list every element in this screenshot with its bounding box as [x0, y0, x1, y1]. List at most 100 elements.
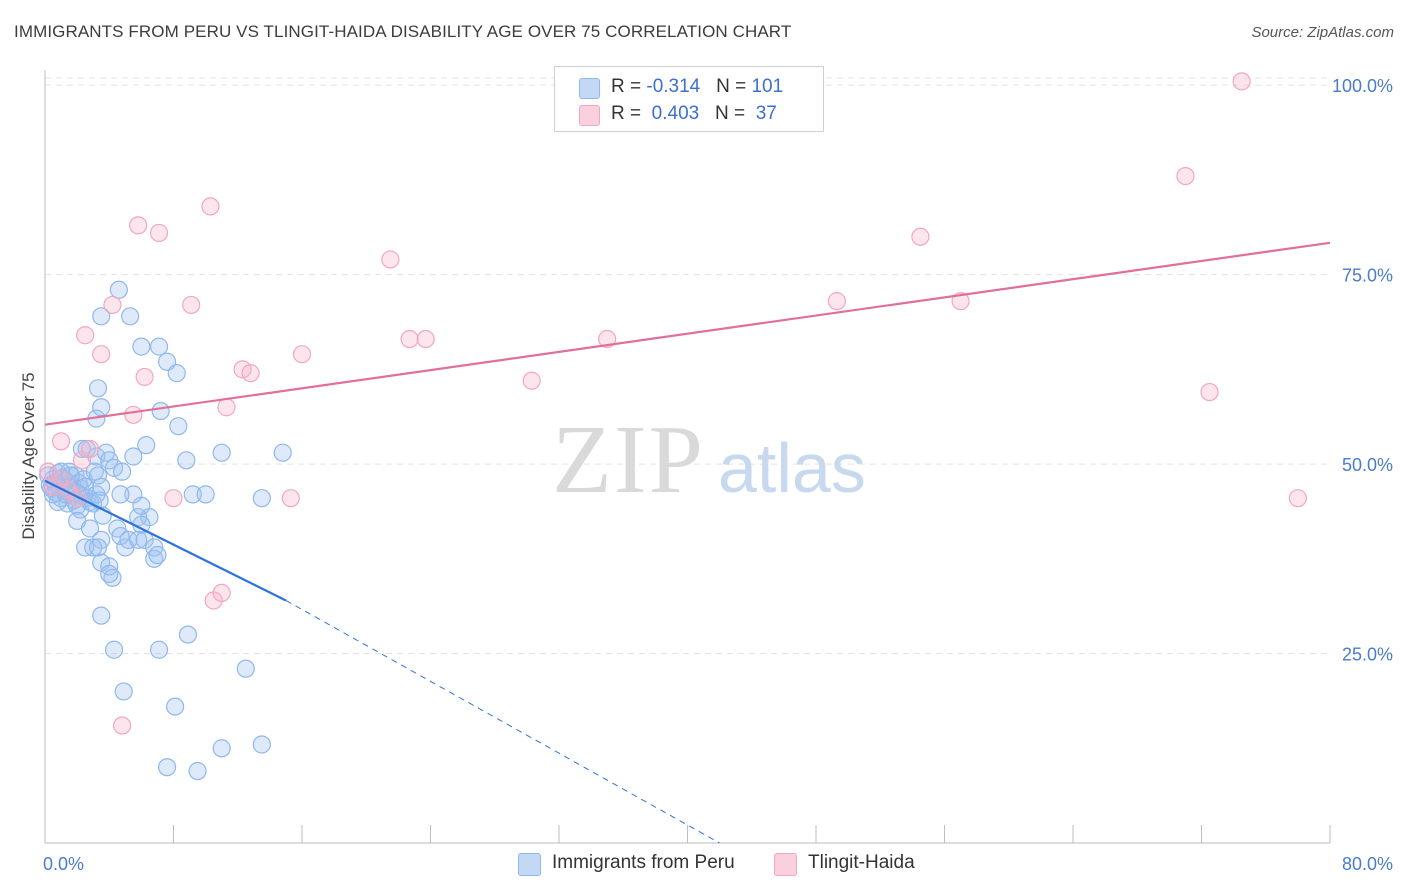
series-tlingit-haida	[39, 72, 1307, 735]
y-tick-label: 75.0%	[1342, 266, 1393, 286]
y-tick-label: 25.0%	[1342, 645, 1393, 665]
bottom-legend-swatch-tlingit	[774, 853, 797, 876]
trend-lines	[44, 241, 1331, 844]
data-point	[292, 345, 312, 364]
data-point	[217, 398, 236, 417]
data-point	[167, 364, 186, 383]
bottom-legend-label-peru: Immigrants from Peru	[552, 852, 735, 873]
data-point	[149, 640, 169, 659]
data-point	[183, 485, 202, 504]
data-point	[103, 295, 122, 315]
data-point	[149, 337, 169, 356]
data-point	[80, 519, 100, 538]
data-point	[157, 758, 177, 777]
data-point	[68, 489, 87, 508]
ticks: 25.0% 50.0% 75.0% 100.0% 0.0% 80.0%	[43, 76, 1393, 874]
data-point	[132, 496, 151, 515]
data-point	[827, 292, 846, 311]
data-point	[281, 489, 300, 508]
data-point	[137, 436, 156, 455]
data-point	[124, 405, 143, 424]
data-point	[109, 280, 128, 299]
bottom-legend-swatch-peru	[518, 853, 541, 876]
data-point	[951, 292, 970, 311]
data-point	[104, 640, 124, 659]
legend-r-label: R =	[611, 76, 647, 97]
data-point	[164, 489, 183, 508]
data-point	[92, 398, 111, 417]
data-point	[598, 329, 617, 349]
data-point	[112, 716, 132, 735]
chart-title: IMMIGRANTS FROM PERU VS TLINGIT-HAIDA DI…	[14, 22, 792, 41]
data-point	[124, 447, 143, 466]
data-point	[121, 307, 140, 326]
y-axis-title: Disability Age Over 75	[19, 372, 38, 539]
data-point	[100, 557, 119, 576]
data-point	[166, 697, 185, 716]
data-point	[119, 530, 138, 549]
data-point	[111, 485, 130, 504]
data-point	[416, 329, 435, 349]
data-point	[80, 439, 100, 459]
watermark-zip: ZIP	[552, 406, 705, 514]
legend-n-label: N =	[716, 76, 752, 97]
data-point	[112, 462, 132, 481]
data-point	[1176, 166, 1195, 186]
legend-r-value: -0.314	[646, 76, 701, 97]
data-point	[1288, 489, 1307, 508]
data-point	[84, 538, 103, 557]
data-point	[188, 761, 207, 781]
data-point	[252, 489, 271, 508]
watermark-atlas: atlas	[718, 429, 866, 507]
legend-r-label: R =	[611, 103, 647, 124]
data-point	[114, 682, 133, 701]
legend-text-peru: R = -0.314 N = 101	[611, 76, 783, 98]
data-point	[92, 606, 111, 625]
trend-line-tlingit	[44, 241, 1331, 426]
data-point	[88, 538, 108, 557]
legend-text-tlingit: R = 0.403 N = 37	[611, 103, 777, 125]
x-tick-label: 0.0%	[43, 854, 84, 874]
series-immigrants-from-peru	[39, 280, 292, 781]
data-point	[273, 443, 292, 462]
legend-n-value: 101	[751, 76, 784, 97]
bottom-legend-label-tlingit: Tlingit-Haida	[808, 852, 915, 873]
data-point	[92, 307, 111, 326]
data-point	[182, 295, 201, 315]
data-point	[51, 462, 71, 481]
data-point	[135, 367, 154, 387]
data-point	[252, 735, 271, 754]
y-tick-label: 100.0%	[1332, 76, 1393, 96]
data-point	[88, 466, 108, 485]
data-point	[1232, 72, 1251, 91]
data-point	[129, 216, 148, 235]
data-point	[196, 485, 215, 504]
data-point	[92, 345, 111, 364]
data-point	[76, 326, 95, 345]
data-point	[201, 197, 220, 216]
data-point	[132, 337, 151, 356]
legend: R = -0.314 N = 101 R = 0.403 N = 37	[554, 66, 824, 132]
data-point	[178, 625, 198, 644]
data-point	[149, 223, 169, 243]
y-tick-label: 50.0%	[1342, 455, 1393, 475]
data-point	[61, 466, 80, 485]
watermark: ZIP atlas	[552, 406, 866, 514]
data-point	[169, 417, 188, 436]
data-point	[400, 329, 419, 349]
source-credit: Source: ZipAtlas.com	[1251, 24, 1394, 41]
legend-swatch-peru	[579, 78, 600, 99]
data-point	[100, 564, 119, 584]
data-point	[212, 583, 231, 603]
data-point	[151, 401, 170, 421]
data-point	[177, 451, 196, 470]
data-point	[911, 227, 930, 246]
data-point	[522, 371, 541, 390]
data-point	[241, 364, 260, 383]
data-point	[92, 477, 111, 496]
data-point	[88, 379, 108, 398]
x-tick-label: 80.0%	[1342, 854, 1393, 874]
data-point	[381, 250, 400, 269]
legend-n-label: N =	[715, 103, 751, 124]
